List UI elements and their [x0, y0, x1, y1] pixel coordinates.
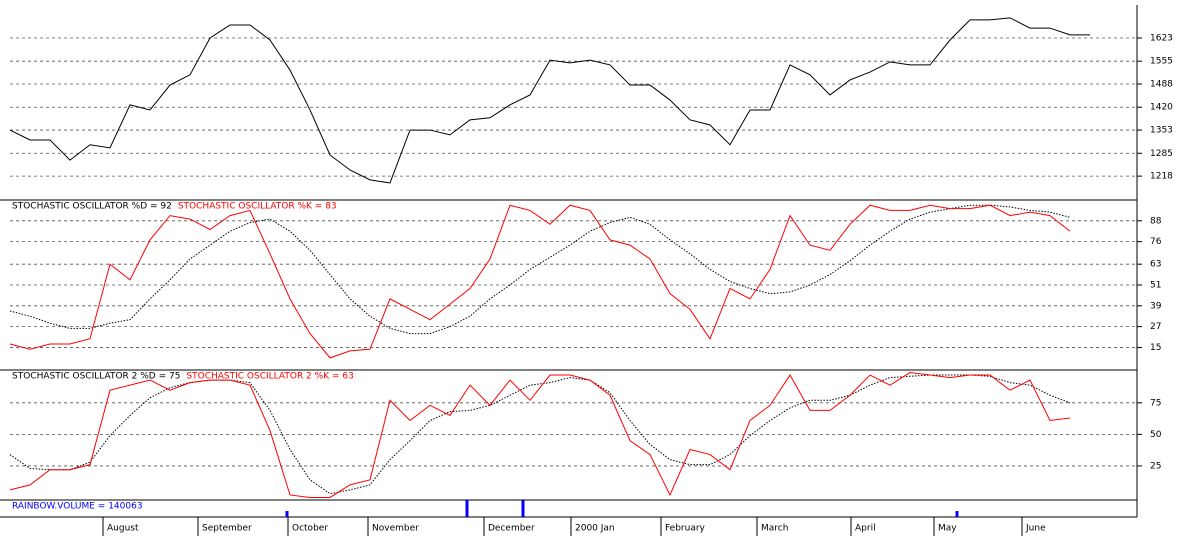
bar [521, 500, 525, 517]
y-tick-label: 25 [1150, 461, 1161, 471]
x-tick-label: October [292, 524, 328, 534]
y-tick-label: 1285 [1150, 149, 1173, 159]
x-tick-label: September [202, 524, 252, 534]
line-series [9, 17, 1090, 184]
y-tick-label: 51 [1150, 281, 1161, 291]
x-tick-label: June [1025, 524, 1046, 534]
y-tick-label: 76 [1150, 237, 1162, 247]
line-series [9, 372, 1071, 498]
y-tick-label: 88 [1150, 216, 1162, 226]
y-tick-label: 1623 [1150, 33, 1173, 43]
y-tick-label: 63 [1150, 260, 1161, 270]
bar [955, 511, 959, 517]
y-tick-label: 50 [1150, 430, 1162, 440]
x-tick-label: November [372, 524, 419, 534]
line-series [9, 204, 1071, 359]
legend-label: STOCHASTIC OSCILLATOR 2 %D = 75 [12, 372, 180, 382]
y-tick-label: 1420 [1150, 103, 1173, 113]
x-tick-label: March [761, 524, 788, 534]
x-tick-label: 2000 Jan [575, 524, 615, 534]
x-tick-label: April [855, 524, 876, 534]
y-tick-label: 27 [1150, 322, 1161, 332]
y-tick-label: 39 [1150, 301, 1162, 311]
x-tick-label: May [938, 524, 957, 534]
y-tick-label: 1555 [1150, 57, 1173, 67]
y-tick-label: 1353 [1150, 126, 1173, 136]
legend-label: RAINBOW.VOLUME = 140063 [12, 502, 143, 512]
x-tick-label: August [107, 524, 139, 534]
legend-label: STOCHASTIC OSCILLATOR %D = 92 [12, 202, 172, 212]
legend-label: STOCHASTIC OSCILLATOR 2 %K = 63 [186, 372, 353, 382]
y-tick-label: 75 [1150, 398, 1161, 408]
x-tick-label: February [665, 524, 706, 534]
line-series [9, 204, 1071, 335]
bar [465, 500, 469, 517]
y-tick-label: 15 [1150, 343, 1161, 353]
x-tick-label: December [488, 524, 535, 534]
legend-label: STOCHASTIC OSCILLATOR %K = 83 [178, 202, 337, 212]
bar [285, 511, 289, 517]
y-tick-label: 1218 [1150, 172, 1173, 182]
y-tick-label: 1488 [1150, 80, 1173, 90]
